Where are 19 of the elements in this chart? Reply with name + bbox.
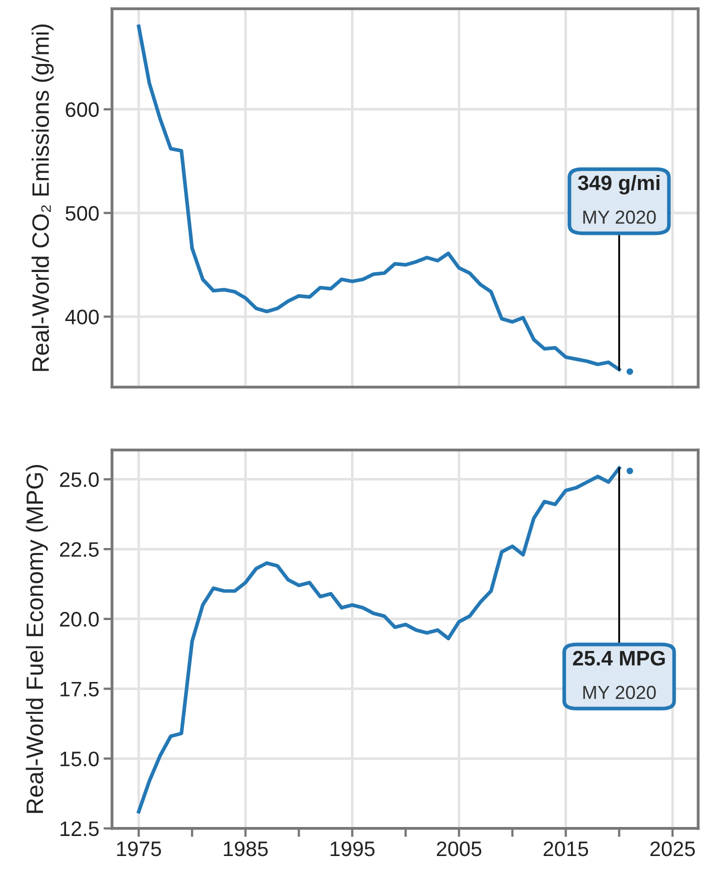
annotation: 25.4 MPG MY 2020 bbox=[572, 650, 665, 700]
y-tick-label: 17.5 bbox=[60, 682, 99, 697]
y-axis-title: Real-World CO₂ Emissions (g/mi) bbox=[32, 24, 54, 371]
x-tick-label: 2005 bbox=[436, 841, 482, 856]
y-tick-label: 20.0 bbox=[60, 612, 99, 627]
x-tick-label: 1975 bbox=[117, 841, 162, 856]
y-tick-label: 400 bbox=[65, 310, 99, 324]
x-tick-label: 1985 bbox=[224, 841, 268, 856]
x-tick-label: 1995 bbox=[330, 841, 375, 856]
y-tick-label: 25.0 bbox=[60, 472, 99, 488]
annotation: 349 g/mi MY 2020 bbox=[578, 174, 660, 224]
y-tick-label: 600 bbox=[66, 102, 99, 118]
y-axis-title: Real-World Fuel Economy (MPG) bbox=[26, 465, 48, 813]
y-tick-label: 500 bbox=[66, 206, 99, 221]
x-tick-label: 2015 bbox=[544, 841, 588, 856]
y-tick-label: 12.5 bbox=[60, 821, 99, 836]
x-tick-label: 2025 bbox=[650, 841, 695, 856]
y-tick-label: 15.0 bbox=[60, 752, 99, 766]
y-tick-label: 22.5 bbox=[60, 542, 99, 557]
